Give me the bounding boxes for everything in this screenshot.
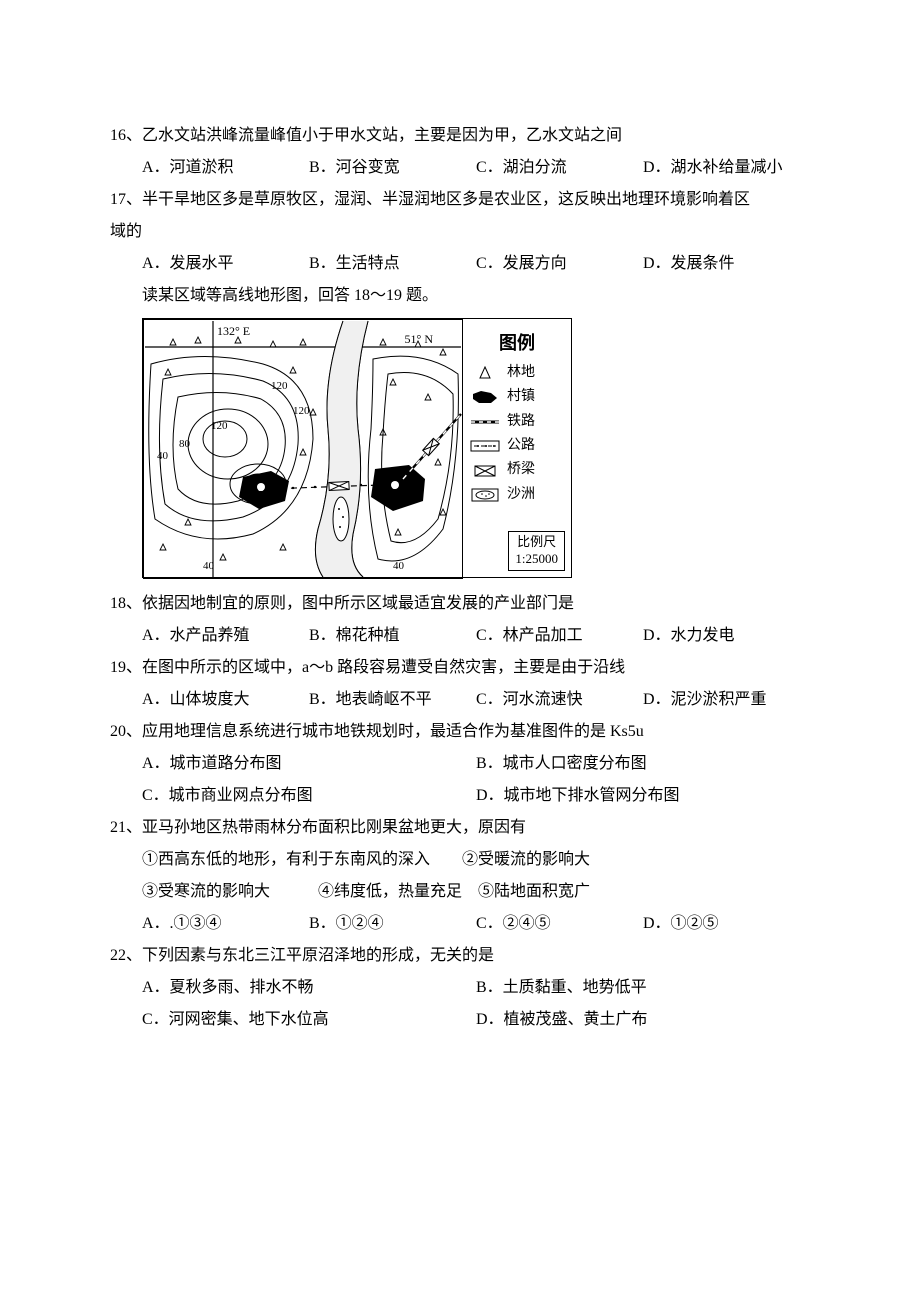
q22-options-row2: C．河网密集、地下水位高 D．植被茂盛、黄土广布 — [110, 1004, 810, 1036]
q17-stem-line1: 17、半干旱地区多是草原牧区，湿润、半湿润地区多是农业区，这反映出地理环境影响着… — [110, 184, 810, 216]
q22-options-row1: A．夏秋多雨、排水不畅 B．土质黏重、地势低平 — [110, 972, 810, 1004]
q18-options: A．水产品养殖 B．棉花种植 C．林产品加工 D．水力发电 — [110, 620, 810, 652]
q22-opt-d: D．植被茂盛、黄土广布 — [476, 1004, 810, 1036]
contour-label-80: 80 — [179, 438, 191, 450]
q21-sub1: ①西高东低的地形，有利于东南风的深入 ②受暖流的影响大 — [110, 844, 810, 876]
q20-options-row2: C．城市商业网点分布图 D．城市地下排水管网分布图 — [110, 780, 810, 812]
contour-label-40-w: 40 — [157, 450, 169, 462]
legend-label-bridge: 桥梁 — [507, 459, 535, 481]
road-icon — [469, 437, 501, 455]
contour-label-40-e: 40 — [393, 560, 405, 572]
longitude-label: 132° E — [217, 324, 250, 338]
forest-symbols — [160, 337, 446, 560]
q21-opt-a: A．.①③④ — [142, 908, 309, 940]
legend-row-road: 公路 — [469, 435, 565, 457]
village-icon — [469, 388, 501, 406]
q22-stem: 22、下列因素与东北三江平原沼泽地的形成，无关的是 — [110, 940, 810, 972]
q21-sub2: ③受寒流的影响大 ④纬度低，热量充足 ⑤陆地面积宽广 — [110, 876, 810, 908]
q19-opt-c: C．河水流速快 — [476, 684, 643, 716]
q19-stem: 19、在图中所示的区域中，a～b 路段容易遭受自然灾害，主要是由于沿线 — [110, 652, 810, 684]
map-figure-wrap: 132° E 51° N — [110, 318, 810, 578]
q22-opt-c: C．河网密集、地下水位高 — [142, 1004, 476, 1036]
q16-stem: 16、乙水文站洪峰流量峰值小于甲水文站，主要是因为甲，乙水文站之间 — [110, 120, 810, 152]
q17-opt-c: C．发展方向 — [476, 248, 643, 280]
q21-stem: 21、亚马孙地区热带雨林分布面积比刚果盆地更大，原因有 — [110, 812, 810, 844]
q21-options: A．.①③④ B．①②④ C．②④⑤ D．①②⑤ — [110, 908, 810, 940]
q21-opt-c: C．②④⑤ — [476, 908, 643, 940]
q21-opt-b: B．①②④ — [309, 908, 476, 940]
legend-title: 图例 — [469, 329, 565, 358]
scale-title: 比例尺 — [515, 534, 558, 551]
q19-opt-b: B．地表崎岖不平 — [309, 684, 476, 716]
q20-opt-a: A．城市道路分布图 — [142, 748, 476, 780]
q16-options: A．河道淤积 B．河谷变宽 C．湖泊分流 D．湖水补给量减小 — [110, 152, 810, 184]
q19-opt-a: A．山体坡度大 — [142, 684, 309, 716]
q21-opt-d: D．①②⑤ — [643, 908, 810, 940]
legend-row-bridge: 桥梁 — [469, 459, 565, 481]
legend-row-forest: 林地 — [469, 362, 565, 384]
q20-opt-c: C．城市商业网点分布图 — [142, 780, 476, 812]
legend-row-village: 村镇 — [469, 386, 565, 408]
map-scale: 比例尺 1:25000 — [508, 531, 565, 571]
rail-icon — [469, 413, 501, 431]
q17-opt-d: D．发展条件 — [643, 248, 810, 280]
contour-label-40-s: 40 — [203, 560, 215, 572]
q17-options: A．发展水平 B．生活特点 C．发展方向 D．发展条件 — [110, 248, 810, 280]
map-figure: 132° E 51° N — [142, 318, 572, 578]
q16-opt-d: D．湖水补给量减小 — [643, 152, 810, 184]
q20-stem: 20、应用地理信息系统进行城市地铁规划时，最适合作为基准图件的是 Ks5u — [110, 716, 810, 748]
legend-label-rail: 铁路 — [507, 411, 535, 433]
q17-opt-a: A．发展水平 — [142, 248, 309, 280]
q22-opt-a: A．夏秋多雨、排水不畅 — [142, 972, 476, 1004]
latitude-label: 51° N — [405, 332, 434, 346]
q19-options: A．山体坡度大 B．地表崎岖不平 C．河水流速快 D．泥沙淤积严重 — [110, 684, 810, 716]
q18-opt-b: B．棉花种植 — [309, 620, 476, 652]
q19-opt-d: D．泥沙淤积严重 — [643, 684, 810, 716]
q20-options-row1: A．城市道路分布图 B．城市人口密度分布图 — [110, 748, 810, 780]
exam-page: 16、乙水文站洪峰流量峰值小于甲水文站，主要是因为甲，乙水文站之间 A．河道淤积… — [0, 0, 920, 1096]
legend-row-sandbar: 沙洲 — [469, 484, 565, 506]
q17-opt-b: B．生活特点 — [309, 248, 476, 280]
q22-opt-b: B．土质黏重、地势低平 — [476, 972, 810, 1004]
legend-row-rail: 铁路 — [469, 411, 565, 433]
q18-opt-c: C．林产品加工 — [476, 620, 643, 652]
q18-stem: 18、依据因地制宜的原则，图中所示区域最适宜发展的产业部门是 — [110, 588, 810, 620]
q17-stem-line2: 域的 — [110, 216, 810, 248]
contour-label-120a: 120 — [211, 420, 228, 432]
q18-opt-a: A．水产品养殖 — [142, 620, 309, 652]
legend-label-road: 公路 — [507, 435, 535, 457]
legend-label-village: 村镇 — [507, 386, 535, 408]
contour-map: 132° E 51° N — [143, 319, 463, 579]
q16-opt-a: A．河道淤积 — [142, 152, 309, 184]
q18-opt-d: D．水力发电 — [643, 620, 810, 652]
legend-label-forest: 林地 — [507, 362, 535, 384]
contour-label-120b: 120 — [271, 380, 288, 392]
bridge-icon — [469, 462, 501, 480]
q16-opt-b: B．河谷变宽 — [309, 152, 476, 184]
point-a: a — [258, 482, 263, 494]
map-legend: 图例 林地 村镇 — [469, 329, 565, 508]
point-b: b — [392, 480, 398, 492]
q16-opt-c: C．湖泊分流 — [476, 152, 643, 184]
sandbar-icon — [469, 486, 501, 504]
scale-value: 1:25000 — [515, 551, 558, 568]
q20-opt-d: D．城市地下排水管网分布图 — [476, 780, 810, 812]
legend-label-sandbar: 沙洲 — [507, 484, 535, 506]
contour-label-120c: 120 — [293, 405, 310, 417]
q20-opt-b: B．城市人口密度分布图 — [476, 748, 810, 780]
lead-18-19: 读某区域等高线地形图，回答 18～19 题。 — [110, 280, 810, 312]
forest-icon — [469, 364, 501, 382]
